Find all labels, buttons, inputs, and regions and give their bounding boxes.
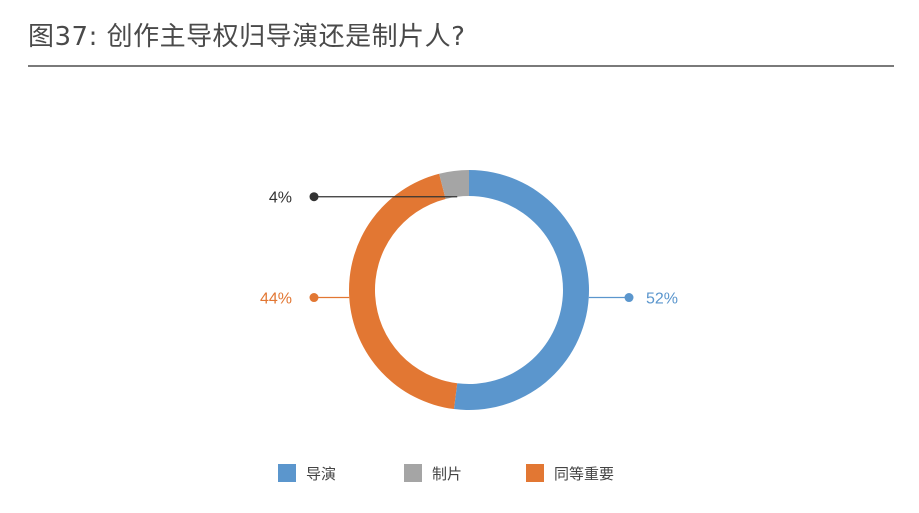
leader-dot-producer (309, 192, 319, 202)
legend-label-director: 导演 (306, 464, 337, 483)
legend-label-producer: 制片 (432, 464, 463, 483)
legend-item-equal: 同等重要 (526, 461, 614, 485)
donut-slice-director (453, 170, 589, 410)
chart-legend: 导演 制片 同等重要 (0, 461, 919, 485)
data-label-director: 52% (646, 291, 678, 308)
legend-swatch-producer (404, 464, 422, 482)
legend-swatch-equal (526, 464, 544, 482)
donut-slice-producer (439, 170, 469, 199)
legend-item-director: 导演 (278, 461, 336, 485)
data-label-equal: 44% (260, 291, 292, 308)
legend-swatch-director (278, 464, 296, 482)
chart-title: 图37: 创作主导权归导演还是制片人? (28, 22, 466, 52)
donut-slice-equal (349, 173, 458, 410)
leader-dot-equal (309, 293, 319, 303)
legend-label-equal: 同等重要 (554, 464, 615, 483)
leader-dot-director (624, 293, 634, 303)
title-divider (28, 65, 894, 67)
legend-item-producer: 制片 (404, 461, 462, 485)
donut-chart: 52% 4% 44% (260, 170, 678, 410)
data-label-producer: 4% (269, 190, 292, 207)
